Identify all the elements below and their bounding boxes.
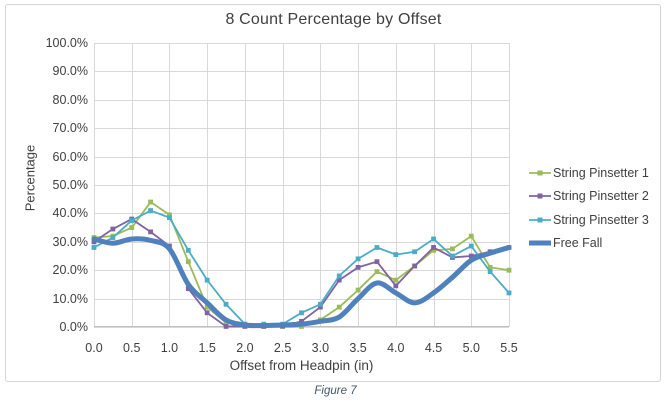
data-point-marker (336, 277, 342, 283)
data-point-marker (185, 259, 191, 265)
legend-label: Free Fall (553, 236, 603, 251)
data-point-marker (468, 243, 474, 249)
data-point-marker (506, 267, 512, 273)
x-tick-label: 4.0 (387, 341, 405, 355)
data-point-marker (317, 304, 323, 310)
chart-title: 8 Count Percentage by Offset (225, 11, 442, 28)
x-tick-label: 0.5 (123, 341, 141, 355)
legend-item-string-pinsetter-1: String Pinsetter 1 (529, 161, 649, 185)
series-line-free-fall (91, 236, 512, 329)
data-point-marker (431, 236, 436, 242)
y-tick-label: 10.0% (52, 291, 88, 306)
y-tick-label: 60.0% (52, 149, 88, 164)
x-tick-label: 3.0 (311, 341, 330, 355)
data-point-marker (148, 229, 153, 235)
y-tick-label: 40.0% (52, 206, 88, 221)
legend-label: String Pinsetter 3 (553, 212, 649, 227)
data-point-marker (167, 215, 172, 221)
data-point-marker (91, 245, 97, 250)
data-point-marker (487, 264, 493, 270)
data-point-marker (374, 269, 380, 275)
data-point-marker (393, 277, 399, 283)
data-point-marker (148, 208, 153, 213)
y-tick-label: 80.0% (52, 92, 88, 107)
data-point-marker (148, 199, 153, 205)
data-point-marker (167, 212, 172, 218)
legend-item-string-pinsetter-3: String Pinsetter 3 (529, 208, 649, 232)
legend-swatch-line-marker-icon (529, 217, 551, 223)
series-line-string-pinsetter-3 (93, 209, 510, 326)
data-point-marker (110, 226, 116, 232)
figure-caption: Figure 7 (314, 385, 357, 397)
data-point-marker (450, 246, 455, 252)
legend-label: String Pinsetter 2 (553, 189, 649, 204)
x-axis-tick-labels: 0.0 0.5 1.0 1.5 2.0 2.5 3.0 3.5 4.0 4.5 5.0 5.5 (85, 341, 517, 357)
data-point-marker (204, 304, 210, 310)
data-point-marker (468, 233, 474, 239)
data-point-marker (91, 239, 97, 245)
data-point-marker (374, 259, 380, 265)
y-tick-label: 0.0% (59, 320, 89, 334)
data-point-marker (431, 245, 436, 250)
data-point-marker (223, 301, 229, 307)
series-line-string-pinsetter-1 (93, 200, 510, 328)
data-point-marker (204, 310, 210, 316)
x-tick-label: 2.5 (273, 341, 292, 355)
x-tick-label: 2.0 (236, 341, 254, 355)
data-point-marker (299, 318, 304, 324)
y-tick-label: 100.0% (45, 36, 88, 50)
data-point-marker (317, 301, 323, 307)
plot-area (91, 43, 512, 329)
data-point-marker (506, 290, 512, 296)
x-tick-label: 0.0 (85, 341, 103, 355)
legend-label: String Pinsetter 1 (553, 165, 649, 180)
data-point-marker (431, 247, 436, 253)
series-markers-string-pinsetter-3 (91, 208, 512, 327)
x-tick-label: 5.5 (500, 341, 518, 355)
series-markers-string-pinsetter-1 (91, 199, 512, 329)
data-point-marker (223, 324, 229, 329)
y-axis-tick-labels: 100.0% 90.0% 80.0% 70.0% 60.0% 50.0% 40.0% 30.0… (20, 0, 88, 340)
data-point-marker (468, 253, 474, 259)
data-point-marker (185, 247, 191, 253)
data-point-marker (185, 286, 191, 292)
x-tick-label: 3.5 (349, 341, 367, 355)
legend-swatch-line-marker-icon (529, 170, 551, 176)
data-point-marker (450, 253, 455, 259)
x-tick-label: 5.0 (462, 341, 480, 355)
data-point-marker (336, 273, 342, 279)
data-point-marker (374, 245, 380, 250)
data-point-marker (355, 264, 361, 270)
data-point-marker (393, 252, 399, 257)
data-point-marker (355, 256, 361, 262)
legend-item-string-pinsetter-2: String Pinsetter 2 (529, 185, 649, 209)
legend-swatch-thick-line-icon (529, 240, 551, 246)
x-tick-label: 1.0 (160, 341, 179, 355)
data-point-marker (355, 287, 361, 293)
data-point-marker (204, 277, 210, 283)
series-line-string-pinsetter-2 (93, 218, 510, 328)
chart-legend: String Pinsetter 1 String Pinsetter 2 St… (529, 161, 649, 255)
data-point-marker (299, 310, 304, 316)
data-point-marker (487, 269, 493, 275)
y-tick-label: 90.0% (52, 64, 88, 79)
data-point-marker (129, 218, 135, 223)
y-tick-label: 30.0% (52, 234, 88, 249)
data-point-marker (412, 263, 418, 269)
data-point-marker (129, 225, 135, 230)
data-point-marker (412, 249, 418, 255)
x-tick-label: 4.5 (424, 341, 443, 355)
y-tick-label: 70.0% (52, 121, 88, 136)
legend-swatch-line-marker-icon (529, 193, 551, 199)
x-axis-title: Offset from Headpin (in) (229, 358, 374, 373)
data-point-marker (110, 235, 116, 240)
x-tick-label: 1.5 (198, 341, 216, 355)
legend-item-free-fall: Free Fall (529, 232, 649, 256)
y-tick-label: 50.0% (52, 178, 88, 192)
y-tick-label: 20.0% (52, 263, 88, 278)
data-point-marker (336, 304, 342, 310)
data-point-marker (393, 283, 399, 289)
